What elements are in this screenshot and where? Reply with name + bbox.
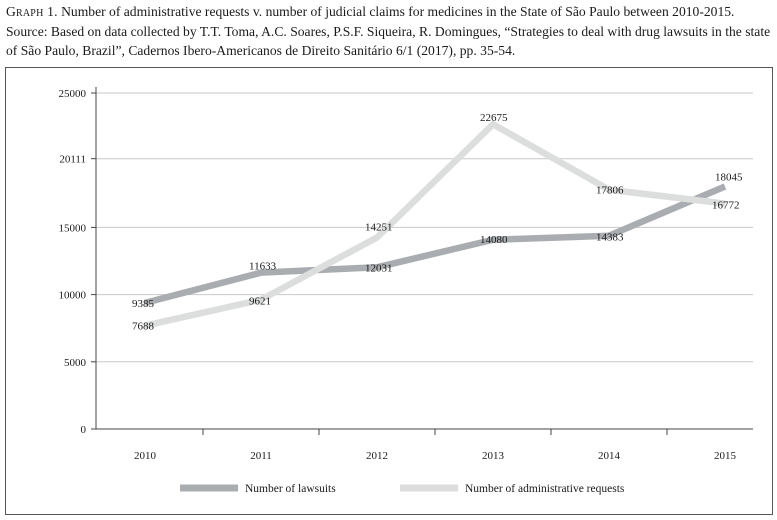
caption-text: Number of administrative requests v. num… bbox=[6, 4, 771, 58]
data-label: 9621 bbox=[249, 296, 271, 308]
chart-frame bbox=[5, 67, 773, 515]
data-label: 22675 bbox=[480, 112, 508, 124]
axis-layer: 0 5000 10000 15000 20111 25000 2010 2011 2012 201… bbox=[59, 87, 753, 462]
chart-caption: Graph 1. Number of administrative reques… bbox=[6, 2, 774, 61]
legend-label: Number of administrative requests bbox=[465, 483, 625, 495]
y-tick-label: 5000 bbox=[64, 357, 87, 369]
y-tick-label: 25000 bbox=[59, 88, 87, 100]
data-label: 16772 bbox=[712, 200, 740, 212]
data-label: 11633 bbox=[249, 261, 277, 273]
y-tick-label: 0 bbox=[81, 424, 87, 436]
data-label: 18045 bbox=[715, 171, 743, 183]
data-label: 9385 bbox=[132, 298, 155, 310]
legend: Number of lawsuits Number of administrati… bbox=[180, 483, 625, 495]
x-tick-label: 2011 bbox=[250, 450, 272, 462]
data-label: 17806 bbox=[596, 185, 624, 197]
x-tick-label: 2014 bbox=[598, 450, 621, 462]
data-label: 14080 bbox=[480, 234, 508, 246]
x-tick-label: 2015 bbox=[714, 450, 737, 462]
x-tick-label: 2013 bbox=[482, 450, 505, 462]
series-line-0 bbox=[144, 183, 727, 307]
legend-label: Number of lawsuits bbox=[245, 483, 336, 495]
y-tick-label: 20111 bbox=[59, 154, 86, 166]
series-line-1 bbox=[144, 120, 726, 329]
x-tick-label: 2010 bbox=[134, 450, 157, 462]
data-label-layer: 9385 11633 12031 14080 14383 18045 7688 9621 142… bbox=[132, 112, 743, 332]
data-label: 7688 bbox=[132, 321, 155, 333]
data-label: 14383 bbox=[596, 232, 624, 244]
grid-layer bbox=[96, 92, 753, 363]
y-tick-label: 15000 bbox=[59, 222, 87, 234]
series-layer bbox=[144, 120, 727, 329]
data-label: 12031 bbox=[365, 262, 393, 274]
x-tick-label: 2012 bbox=[366, 450, 388, 462]
data-label: 14251 bbox=[365, 221, 393, 233]
y-tick-label: 10000 bbox=[59, 290, 87, 302]
caption-graph-label: Graph 1. bbox=[6, 4, 58, 19]
